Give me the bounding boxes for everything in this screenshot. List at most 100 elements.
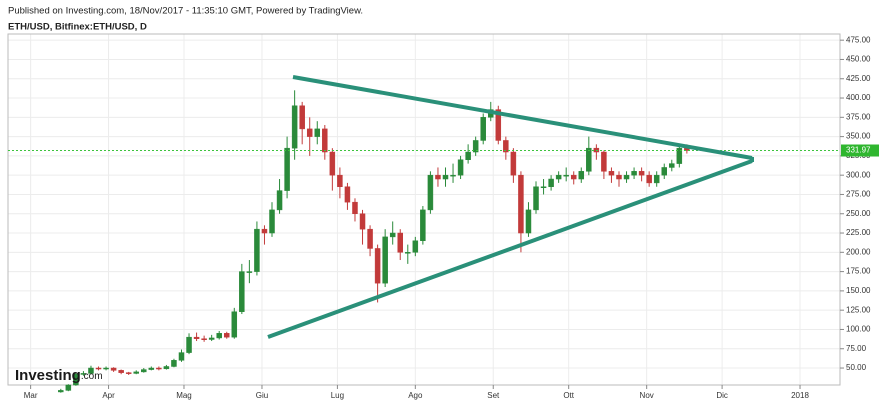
y-tick-label: 275.00 [846,190,871,199]
x-tick-label: Set [487,391,500,400]
logo-suffix: .com [81,371,103,382]
y-tick-label: 50.00 [846,363,867,372]
candle-body [314,128,321,137]
candle-body [239,271,245,312]
candle-body [133,371,139,374]
candle-body [472,140,479,153]
candle-body [110,367,117,371]
y-tick-label: 200.00 [846,247,871,256]
plot-frame [7,33,841,386]
y-tick-label: 450.00 [846,55,871,64]
candle-body [555,174,562,180]
candle-body [148,367,155,370]
candle-body [676,147,683,164]
candle-body [601,151,607,172]
candle-body [412,240,419,253]
candle-body [586,147,592,172]
candle-body [95,367,102,370]
y-tick-label: 250.00 [846,209,871,218]
y-tick-label: 350.00 [846,132,871,141]
candle-body [88,367,94,374]
candle-body [352,201,358,214]
candle-body [299,105,305,130]
y-tick-label: 100.00 [846,325,871,334]
published-note: Published on Investing.com, 18/Nov/2017 … [8,6,363,17]
y-tick-label: 475.00 [846,35,871,44]
y-tick-label: 375.00 [846,112,871,121]
x-tick-label: Apr [102,391,115,400]
y-tick-label: 150.00 [846,286,871,295]
candle-body [322,128,328,153]
candle-body [457,159,464,176]
symbol-title: ETH/USD, Bitfinex:ETH/USD, D [8,22,147,33]
candle-body [578,171,585,180]
candle-body [246,271,253,273]
candle-body [548,178,554,187]
candle-body [103,367,109,370]
x-tick-label: Ago [408,391,423,400]
candle-body [201,338,207,340]
candle-body [495,109,502,141]
y-tick-label: 225.00 [846,228,871,237]
trend-line-lower [267,159,753,339]
candle-body [284,147,290,191]
x-tick-label: Ott [563,391,574,400]
candle-body [661,167,667,176]
candle-body [435,174,441,180]
x-tick-label: Giu [256,391,268,400]
candle-body [291,105,298,149]
candle-body [178,352,185,361]
candle-body [186,336,192,353]
candle-body [329,151,336,176]
candle-body [261,228,268,234]
candle-body [465,151,471,160]
candle-body [525,209,532,234]
candle-body [254,228,260,272]
x-tick-label: Mar [24,391,38,400]
candle-body [208,337,215,340]
candle-body [141,369,147,373]
candle-body [269,209,275,234]
x-tick-label: Nov [640,391,654,400]
candle-body [276,190,283,211]
y-tick-label: 400.00 [846,93,871,102]
candle-body [193,336,200,339]
candle-body [608,171,615,176]
candle-body [623,174,630,180]
logo-name: Investing [15,367,81,384]
candle-body [65,384,72,391]
candle-body [337,174,343,187]
candle-body [510,151,517,176]
candle-body [223,333,230,338]
candle-body [367,228,373,249]
candle-body [533,186,539,211]
candle-body [420,209,426,241]
candle-body [405,252,411,254]
candle-body [163,366,170,370]
candle-body [653,174,660,184]
candle-body [480,117,486,141]
candle-body [503,140,509,153]
candle-body [171,360,177,367]
candle-body [427,174,434,211]
candle-body [73,373,79,386]
candle-body [570,174,577,180]
candle-body [58,390,64,393]
candle-body [125,372,132,374]
candle-body [156,367,162,370]
candle-body [631,171,637,176]
trend-line-upper [292,75,753,160]
candle-body [518,174,524,234]
x-tick-label: Lug [331,391,344,400]
candle-body [389,232,396,238]
candle-body [118,370,124,373]
candle-body [397,232,403,253]
y-tick-label: 175.00 [846,267,871,276]
candle-body [563,174,569,177]
candle-body [646,174,652,184]
x-tick-label: 2018 [791,391,809,400]
candle-body [540,186,547,188]
current-price-box [841,144,879,157]
candle-body [638,171,645,176]
